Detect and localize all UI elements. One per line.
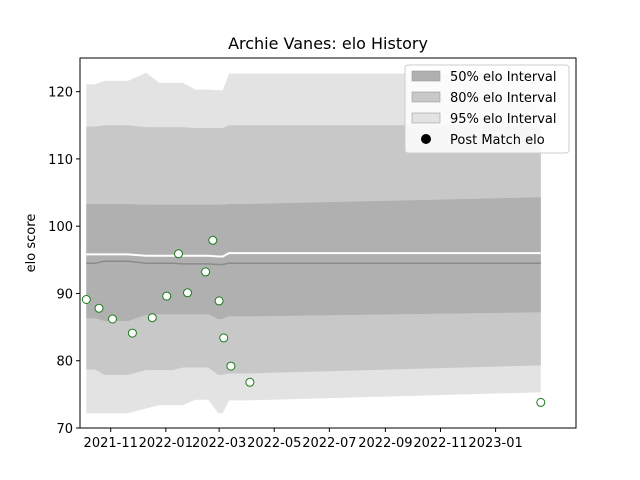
chart-title: Archie Vanes: elo History xyxy=(228,34,428,53)
post-match-point xyxy=(183,288,192,298)
x-tick-label: 2022-09 xyxy=(358,436,412,451)
post-match-point xyxy=(536,397,546,407)
band-50 xyxy=(86,197,541,321)
y-tick-label: 100 xyxy=(48,220,73,235)
post-match-point xyxy=(127,328,137,338)
legend-swatch xyxy=(411,112,441,124)
x-tick-label: 2022-07 xyxy=(302,436,356,451)
post-match-point xyxy=(208,235,218,245)
legend-label: Post Match elo xyxy=(450,133,545,148)
legend-swatch xyxy=(411,70,441,82)
post-match-point xyxy=(201,267,211,277)
post-match-point xyxy=(94,303,104,313)
legend-box xyxy=(404,64,570,154)
y-tick-label: 120 xyxy=(48,86,73,101)
x-tick-label: 2022-05 xyxy=(247,436,301,451)
x-tick-label: 2022-03 xyxy=(192,436,246,451)
post-match-point xyxy=(219,333,229,343)
y-tick-label: 110 xyxy=(48,153,73,168)
y-tick-label: 90 xyxy=(56,287,73,302)
post-match-point xyxy=(108,314,117,324)
post-match-point xyxy=(174,249,183,259)
post-match-point xyxy=(245,377,255,387)
post-match-point xyxy=(147,313,157,323)
center-line-mean xyxy=(86,260,541,266)
legend: 50% elo Interval 80% elo Interval 95% elo … xyxy=(404,64,570,154)
legend-label: 50% elo Interval xyxy=(450,70,557,85)
x-tick-label: 2022-11 xyxy=(413,436,467,451)
y-axis-ticks: 70 80 90 100 110 120 xyxy=(48,86,80,437)
plot-frame xyxy=(79,57,577,429)
legend-marker xyxy=(421,134,431,144)
post-match-points xyxy=(81,235,546,407)
y-axis-label: elo score xyxy=(24,214,39,273)
legend-label: 80% elo Interval xyxy=(450,91,557,106)
x-tick-label: 2021-11 xyxy=(84,436,138,451)
legend-label: 95% elo Interval xyxy=(450,112,557,127)
post-match-point xyxy=(162,291,172,301)
y-tick-label: 80 xyxy=(56,355,73,370)
post-match-point xyxy=(226,361,236,371)
x-tick-label: 2023-01 xyxy=(468,436,522,451)
y-tick-label: 70 xyxy=(56,422,73,437)
legend-swatch xyxy=(411,91,441,103)
interval-bands xyxy=(86,72,541,414)
post-match-point xyxy=(214,296,224,306)
x-tick-label: 2022-01 xyxy=(139,436,193,451)
post-match-point xyxy=(81,295,91,304)
